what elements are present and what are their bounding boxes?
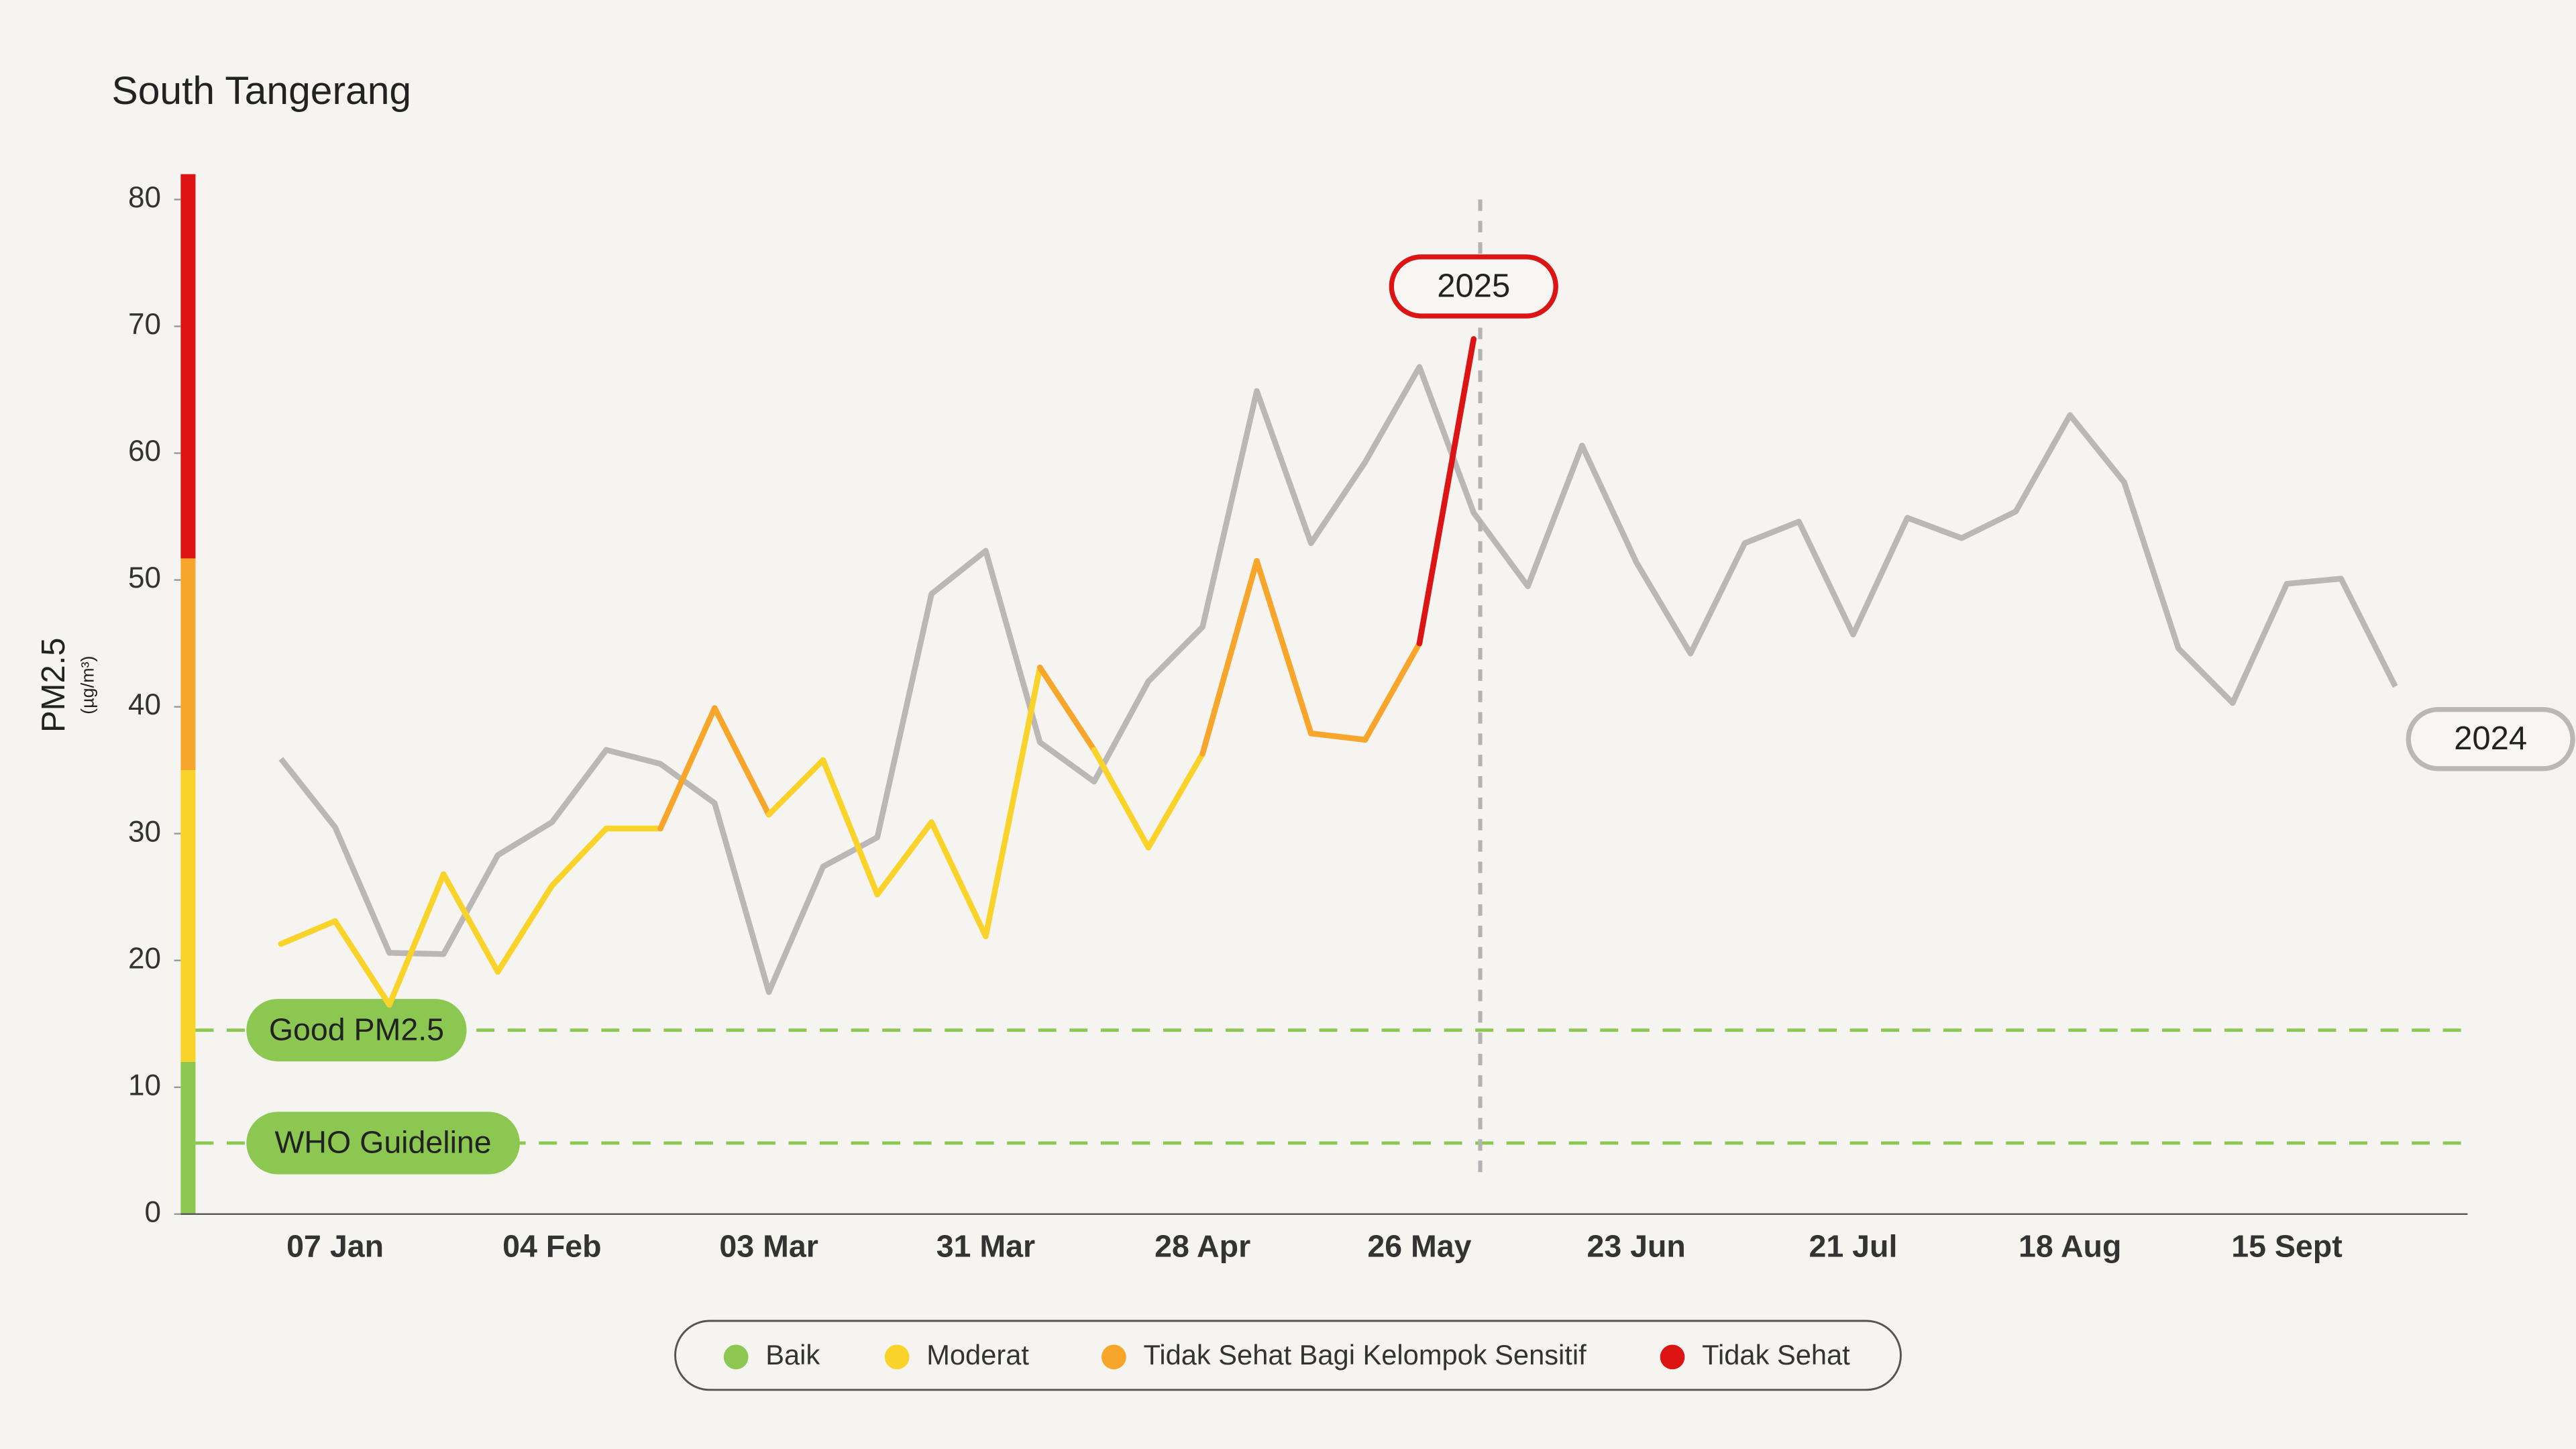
x-tick-label: 04 Feb bbox=[502, 1229, 601, 1264]
y-tick-label: 50 bbox=[128, 561, 161, 594]
series-segment bbox=[820, 757, 881, 898]
y-tick-label: 70 bbox=[128, 308, 161, 341]
series-segment bbox=[983, 664, 1043, 940]
reference-pill bbox=[246, 999, 467, 1062]
y-tick-label: 0 bbox=[144, 1195, 161, 1228]
series-segment bbox=[386, 871, 447, 1008]
series-segment bbox=[874, 819, 934, 898]
series-segment bbox=[657, 705, 718, 832]
legend-label: Tidak Sehat Bagi Kelompok Sensitif bbox=[1143, 1339, 1587, 1371]
x-tick-label: 03 Mar bbox=[719, 1229, 818, 1264]
series-segment bbox=[1308, 731, 1368, 743]
x-tick-label: 21 Jul bbox=[1809, 1229, 1898, 1264]
legend-label: Moderat bbox=[926, 1339, 1029, 1371]
legend-box bbox=[674, 1320, 1902, 1391]
series-segment bbox=[332, 918, 392, 1008]
series-pill bbox=[1389, 254, 1558, 319]
series-segment bbox=[1254, 557, 1314, 737]
y-axis-unit: (µg/m³) bbox=[77, 656, 97, 714]
x-tick-label: 31 Mar bbox=[936, 1229, 1035, 1264]
series-segment bbox=[549, 825, 609, 889]
series-segment bbox=[1362, 640, 1423, 743]
series-segment bbox=[1091, 747, 1152, 851]
y-tick-label: 20 bbox=[128, 942, 161, 975]
y-tick-label: 60 bbox=[128, 435, 161, 468]
y-tick-label: 30 bbox=[128, 815, 161, 848]
legend-dot bbox=[1660, 1344, 1685, 1370]
legend-dot bbox=[884, 1344, 910, 1370]
series-pill bbox=[2406, 706, 2575, 771]
x-tick-label: 18 Aug bbox=[2019, 1229, 2121, 1264]
level-band bbox=[180, 1061, 196, 1214]
reference-label: Good PM2.5 bbox=[269, 1012, 444, 1046]
series-segment bbox=[765, 757, 826, 818]
series-segment bbox=[1145, 751, 1205, 851]
series-segment bbox=[928, 819, 989, 940]
legend-dot bbox=[723, 1344, 749, 1370]
y-tick-label: 10 bbox=[128, 1069, 161, 1102]
reference-label: WHO Guideline bbox=[275, 1125, 492, 1160]
legend-label: Tidak Sehat bbox=[1702, 1339, 1850, 1371]
series-segment bbox=[1036, 664, 1097, 753]
series-label: 2025 bbox=[1437, 268, 1510, 304]
series-segment bbox=[712, 705, 772, 818]
y-tick-label: 80 bbox=[128, 181, 161, 214]
level-band bbox=[180, 558, 196, 771]
legend-label: Baik bbox=[765, 1339, 820, 1371]
chart-title: South Tangerang bbox=[112, 69, 412, 113]
level-band bbox=[180, 174, 196, 559]
y-axis-label: PM2.5 bbox=[36, 637, 72, 733]
series-line bbox=[278, 364, 2398, 996]
x-tick-label: 07 Jan bbox=[286, 1229, 384, 1264]
series-segment bbox=[494, 882, 555, 975]
reference-pill bbox=[246, 1112, 520, 1175]
x-tick-label: 23 Jun bbox=[1587, 1229, 1685, 1264]
series-segment bbox=[1199, 557, 1260, 757]
legend-dot bbox=[1102, 1344, 1126, 1370]
x-tick-label: 26 May bbox=[1367, 1229, 1471, 1264]
series-segment bbox=[278, 918, 338, 947]
series-label: 2024 bbox=[2454, 720, 2527, 757]
y-tick-label: 40 bbox=[128, 688, 161, 721]
x-tick-label: 15 Sept bbox=[2231, 1229, 2342, 1264]
series-segment bbox=[440, 871, 501, 975]
x-tick-label: 28 Apr bbox=[1155, 1229, 1250, 1264]
level-band bbox=[180, 770, 196, 1062]
series-segment bbox=[1416, 336, 1477, 647]
